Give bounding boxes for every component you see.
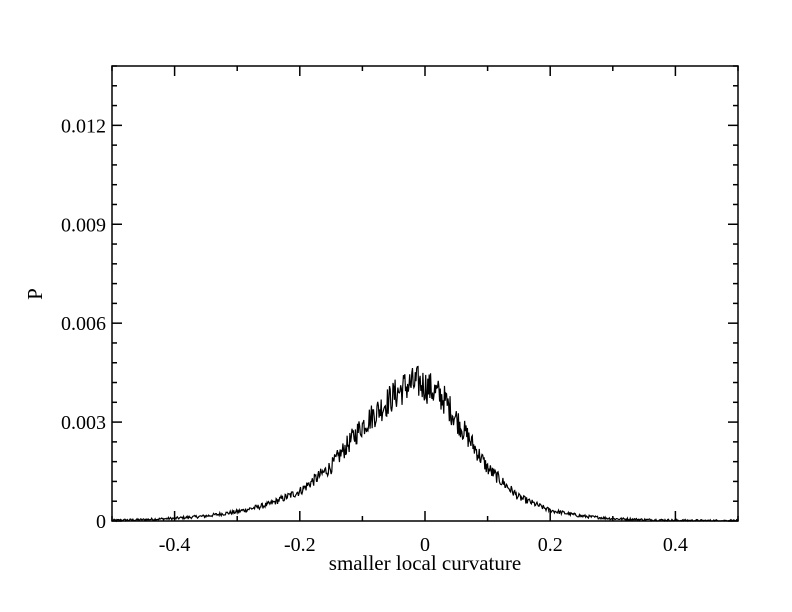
y-tick-label: 0.009 — [61, 214, 106, 236]
x-tick-label: 0.2 — [538, 534, 563, 556]
x-axis-title: smaller local curvature — [329, 551, 521, 575]
series-line — [111, 365, 739, 523]
axis-ticks — [111, 65, 739, 522]
y-tick-label: 0 — [96, 511, 106, 533]
x-tick-label: -0.4 — [159, 534, 191, 556]
x-tick-label: 0.4 — [663, 534, 688, 556]
y-axis-title: P — [23, 288, 47, 300]
y-tick-label: 0.012 — [61, 115, 106, 137]
tick-labels: -0.4 -0.2 0 0.2 0.4 0 0.003 0.006 0.009 0.012 — [61, 115, 688, 556]
x-tick-label: -0.2 — [284, 534, 316, 556]
x-tick-label: 0 — [420, 534, 430, 556]
y-tick-label: 0.003 — [61, 412, 106, 434]
y-tick-label: 0.006 — [61, 313, 106, 335]
plot-frame — [111, 65, 739, 522]
